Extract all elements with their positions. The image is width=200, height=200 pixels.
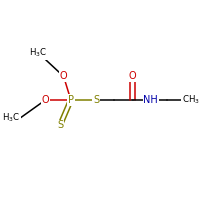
- Text: O: O: [42, 95, 49, 105]
- Text: O: O: [129, 71, 136, 81]
- Text: CH$_3$: CH$_3$: [182, 94, 200, 106]
- Text: NH: NH: [143, 95, 158, 105]
- Text: S: S: [57, 120, 63, 130]
- Text: O: O: [60, 71, 67, 81]
- Text: S: S: [93, 95, 99, 105]
- Text: P: P: [68, 95, 74, 105]
- Text: H$_3$C: H$_3$C: [29, 46, 47, 59]
- Text: H$_3$C: H$_3$C: [2, 112, 20, 124]
